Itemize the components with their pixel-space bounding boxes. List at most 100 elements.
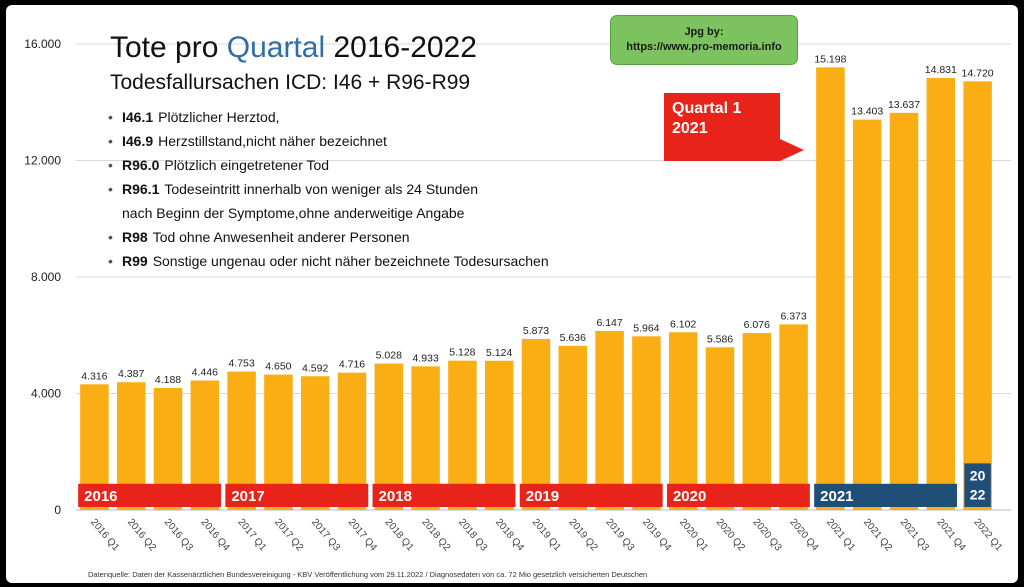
x-tick-label: 2021 Q4 bbox=[935, 517, 968, 554]
watermark-url: https://www.pro-memoria.info bbox=[626, 41, 782, 53]
x-tick-label: 2020 Q3 bbox=[751, 517, 784, 554]
year-band bbox=[372, 483, 516, 507]
bar-value-label: 14.720 bbox=[962, 67, 994, 79]
bar-value-label: 4.188 bbox=[155, 374, 181, 386]
x-tick-label: 2019 Q1 bbox=[530, 517, 563, 554]
bar-value-label: 6.373 bbox=[780, 310, 806, 322]
year-band-label: 2020 bbox=[673, 488, 706, 505]
bar-value-label: 4.387 bbox=[118, 368, 144, 380]
x-tick-label: 2021 Q3 bbox=[898, 517, 931, 554]
x-tick-label: 2017 Q4 bbox=[346, 517, 379, 554]
x-tick-label: 2016 Q2 bbox=[125, 517, 158, 554]
bar-value-label: 6.147 bbox=[596, 317, 622, 329]
bar bbox=[595, 330, 624, 510]
bar-value-label: 4.933 bbox=[412, 352, 438, 364]
year-band bbox=[519, 483, 663, 507]
source-watermark: Jpg by: https://www.pro-memoria.info bbox=[610, 15, 798, 65]
x-tick-label: 2016 Q3 bbox=[162, 517, 195, 554]
x-tick-label: 2018 Q3 bbox=[456, 517, 489, 554]
data-source-footnote: Datenquelle: Daten der Kassenärztlichen … bbox=[88, 570, 648, 579]
bar-value-label: 13.637 bbox=[888, 99, 920, 111]
bar bbox=[816, 67, 845, 510]
chart-subtitle: Todesfallursachen ICD: I46 + R96-R99 bbox=[110, 71, 471, 94]
bar-value-label: 5.964 bbox=[633, 322, 659, 334]
y-tick-label: 8.000 bbox=[31, 270, 61, 284]
bar bbox=[926, 78, 956, 511]
x-tick-label: 2016 Q4 bbox=[199, 517, 232, 554]
y-tick-label: 0 bbox=[54, 503, 61, 517]
x-tick-label: 2019 Q4 bbox=[640, 517, 673, 554]
bar-value-label: 6.076 bbox=[744, 319, 770, 331]
bar-chart: 0 4.000 8.000 12.000 16.000 4.316 2016 Q1 4.387… bbox=[24, 37, 1011, 554]
watermark-line-1: Jpg by: bbox=[684, 26, 724, 38]
chart-card: 0 4.000 8.000 12.000 16.000 4.316 2016 Q1 4.387… bbox=[6, 5, 1018, 583]
bar bbox=[963, 81, 992, 510]
bar-value-label: 15.198 bbox=[814, 53, 846, 65]
callout-line-1: Quartal 1 bbox=[672, 100, 742, 117]
x-tick-label: 2018 Q2 bbox=[419, 517, 452, 554]
year-band bbox=[78, 483, 222, 507]
x-tick-label: 2018 Q1 bbox=[383, 517, 416, 554]
bar-value-label: 14.831 bbox=[925, 64, 957, 76]
year-band-label: 2018 bbox=[379, 488, 412, 505]
year-band-label: 2016 bbox=[84, 488, 117, 505]
bar bbox=[632, 336, 661, 510]
bar bbox=[668, 332, 698, 510]
callout-arrow-shape bbox=[664, 93, 804, 161]
x-tick-label: 2022 Q1 bbox=[971, 517, 1004, 554]
bar-value-label: 13.403 bbox=[851, 106, 883, 118]
x-tick-label: 2020 Q1 bbox=[677, 517, 710, 554]
year-band-2022-label-1: 20 bbox=[970, 467, 986, 483]
quarter-callout: Quartal 1 2021 bbox=[664, 93, 804, 163]
bar-value-label: 5.128 bbox=[449, 347, 475, 359]
x-tick-label: 2016 Q1 bbox=[88, 517, 121, 554]
bar-value-label: 5.873 bbox=[523, 325, 549, 337]
bar-value-label: 5.586 bbox=[707, 333, 733, 345]
bar-value-label: 4.316 bbox=[81, 370, 107, 382]
year-band-label: 2017 bbox=[231, 488, 264, 505]
callout-line-2: 2021 bbox=[672, 120, 708, 137]
year-band-2022-label-2: 22 bbox=[970, 486, 986, 502]
bar bbox=[558, 345, 588, 510]
x-tick-label: 2021 Q2 bbox=[861, 517, 894, 554]
x-tick-label: 2020 Q2 bbox=[714, 517, 747, 554]
bar bbox=[889, 112, 919, 510]
bar-value-label: 4.753 bbox=[228, 358, 254, 370]
x-tick-label: 2017 Q1 bbox=[235, 517, 268, 554]
year-band bbox=[225, 483, 369, 507]
x-tick-label: 2019 Q2 bbox=[567, 517, 600, 554]
x-tick-label: 2019 Q3 bbox=[603, 517, 636, 554]
y-tick-label: 4.000 bbox=[31, 387, 61, 401]
bar-value-label: 4.592 bbox=[302, 362, 328, 374]
bar-value-label: 5.124 bbox=[486, 347, 512, 359]
bar bbox=[852, 119, 882, 510]
bar-value-label: 4.716 bbox=[339, 359, 365, 371]
x-tick-label: 2020 Q4 bbox=[787, 517, 820, 554]
x-tick-label: 2018 Q4 bbox=[493, 517, 526, 554]
x-tick-label: 2021 Q1 bbox=[824, 517, 857, 554]
bar-value-label: 6.102 bbox=[670, 318, 696, 330]
chart-title: Tote pro Quartal 2016-2022 bbox=[110, 31, 477, 64]
y-tick-label: 16.000 bbox=[24, 37, 61, 51]
bar-value-label: 5.636 bbox=[560, 332, 586, 344]
year-band-label: 2021 bbox=[820, 488, 853, 505]
bar bbox=[779, 324, 808, 510]
bar-value-label: 4.650 bbox=[265, 361, 291, 373]
bar bbox=[705, 347, 735, 510]
bar-value-label: 5.028 bbox=[376, 350, 402, 362]
bar bbox=[742, 333, 772, 510]
y-tick-label: 12.000 bbox=[24, 154, 61, 168]
year-band-2022 bbox=[964, 463, 991, 507]
x-tick-label: 2017 Q2 bbox=[272, 517, 305, 554]
year-band-label: 2019 bbox=[526, 488, 559, 505]
year-band bbox=[814, 483, 958, 507]
bar bbox=[521, 338, 551, 510]
x-tick-label: 2017 Q3 bbox=[309, 517, 342, 554]
